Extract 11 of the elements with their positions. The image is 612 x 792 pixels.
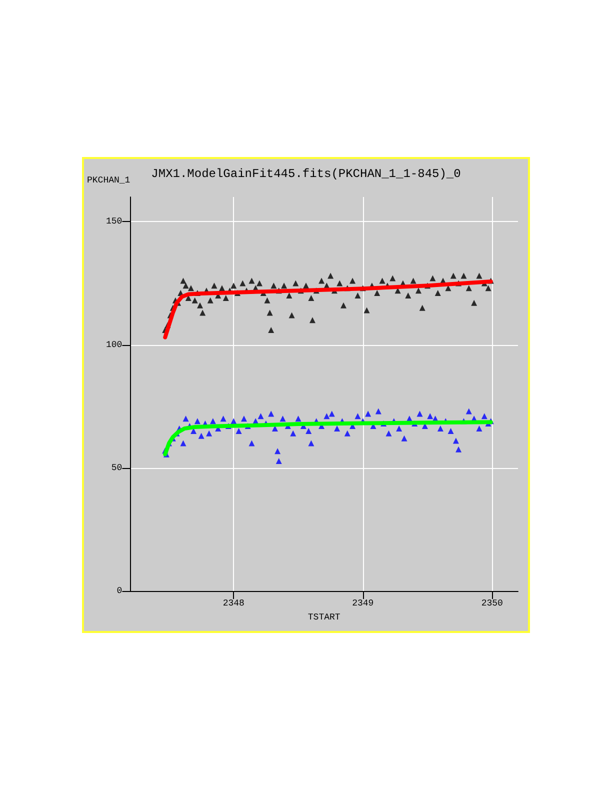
- x-axis-title: TSTART: [308, 612, 341, 622]
- y-tick-label: 150: [106, 216, 122, 227]
- line-series: [163, 279, 493, 340]
- y-tick-label: 0: [116, 586, 122, 596]
- y-axis-title: PKCHAN_1: [86, 176, 130, 186]
- y-tick-label: 100: [106, 340, 122, 350]
- chart-title: JMX1.ModelGainFit445.fits(PKCHAN_1_1-845)_0: [151, 167, 461, 181]
- x-tick-label: 2348: [222, 598, 244, 608]
- x-tick-label: 2349: [352, 598, 374, 608]
- x-tick-label: 2350: [481, 598, 503, 608]
- y-tick-label: 50: [111, 462, 122, 473]
